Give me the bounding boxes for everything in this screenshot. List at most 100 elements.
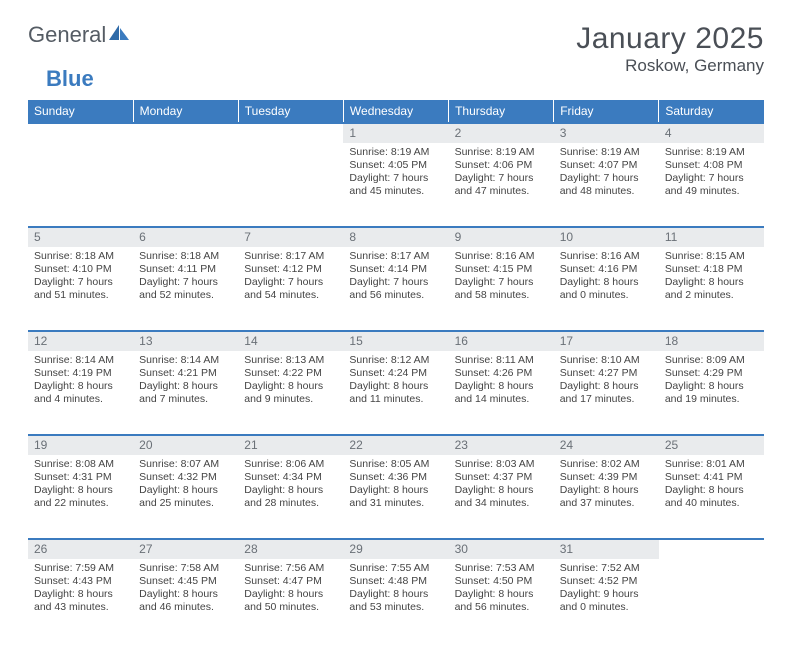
day-body-cell: Sunrise: 8:02 AMSunset: 4:39 PMDaylight:… [554, 455, 659, 539]
daylight-line: Daylight: 7 hours and 52 minutes. [139, 276, 232, 302]
day-body-cell: Sunrise: 8:17 AMSunset: 4:12 PMDaylight:… [238, 247, 343, 331]
sunset-line: Sunset: 4:26 PM [455, 367, 548, 380]
day-number-cell: 15 [343, 331, 448, 351]
day-details: Sunrise: 8:02 AMSunset: 4:39 PMDaylight:… [554, 455, 659, 517]
sunrise-line: Sunrise: 8:16 AM [560, 250, 653, 263]
sunrise-line: Sunrise: 8:19 AM [349, 146, 442, 159]
day-number: 8 [349, 230, 356, 244]
daylight-line: Daylight: 7 hours and 54 minutes. [244, 276, 337, 302]
day-body-cell: Sunrise: 8:01 AMSunset: 4:41 PMDaylight:… [659, 455, 764, 539]
day-number: 3 [560, 126, 567, 140]
day-body-cell: Sunrise: 8:09 AMSunset: 4:29 PMDaylight:… [659, 351, 764, 435]
week-row: Sunrise: 7:59 AMSunset: 4:43 PMDaylight:… [28, 559, 764, 643]
day-body-cell [238, 143, 343, 227]
day-number-cell: 13 [133, 331, 238, 351]
day-number-cell: 11 [659, 227, 764, 247]
sunrise-line: Sunrise: 8:07 AM [139, 458, 232, 471]
day-number: 12 [34, 334, 47, 348]
logo-word1: General [28, 22, 106, 48]
day-number-cell: 22 [343, 435, 448, 455]
sunrise-line: Sunrise: 8:03 AM [455, 458, 548, 471]
weekday-header: Saturday [659, 100, 764, 123]
day-number-cell [238, 123, 343, 143]
day-details: Sunrise: 8:19 AMSunset: 4:08 PMDaylight:… [659, 143, 764, 205]
sunset-line: Sunset: 4:31 PM [34, 471, 127, 484]
sunrise-line: Sunrise: 8:09 AM [665, 354, 758, 367]
daylight-line: Daylight: 8 hours and 25 minutes. [139, 484, 232, 510]
calendar-table: SundayMondayTuesdayWednesdayThursdayFrid… [28, 100, 764, 643]
day-number-cell: 4 [659, 123, 764, 143]
day-number-cell: 27 [133, 539, 238, 559]
day-number: 9 [455, 230, 462, 244]
sunrise-line: Sunrise: 7:52 AM [560, 562, 653, 575]
day-body-cell: Sunrise: 8:10 AMSunset: 4:27 PMDaylight:… [554, 351, 659, 435]
day-number: 2 [455, 126, 462, 140]
weekday-header: Sunday [28, 100, 133, 123]
sunset-line: Sunset: 4:05 PM [349, 159, 442, 172]
day-number-cell [659, 539, 764, 559]
sunrise-line: Sunrise: 8:19 AM [560, 146, 653, 159]
day-number-cell: 16 [449, 331, 554, 351]
day-number: 14 [244, 334, 257, 348]
day-number: 26 [34, 542, 47, 556]
sunrise-line: Sunrise: 8:17 AM [244, 250, 337, 263]
day-number-cell: 1 [343, 123, 448, 143]
day-body-cell: Sunrise: 8:17 AMSunset: 4:14 PMDaylight:… [343, 247, 448, 331]
day-details: Sunrise: 8:14 AMSunset: 4:21 PMDaylight:… [133, 351, 238, 413]
location: Roskow, Germany [576, 56, 764, 76]
day-body-cell: Sunrise: 8:07 AMSunset: 4:32 PMDaylight:… [133, 455, 238, 539]
day-body-cell [28, 143, 133, 227]
sunset-line: Sunset: 4:34 PM [244, 471, 337, 484]
day-body-cell: Sunrise: 8:16 AMSunset: 4:15 PMDaylight:… [449, 247, 554, 331]
day-details: Sunrise: 8:05 AMSunset: 4:36 PMDaylight:… [343, 455, 448, 517]
week-row: Sunrise: 8:14 AMSunset: 4:19 PMDaylight:… [28, 351, 764, 435]
weekday-header-row: SundayMondayTuesdayWednesdayThursdayFrid… [28, 100, 764, 123]
day-body-cell: Sunrise: 8:11 AMSunset: 4:26 PMDaylight:… [449, 351, 554, 435]
sunset-line: Sunset: 4:24 PM [349, 367, 442, 380]
day-number: 31 [560, 542, 573, 556]
day-number: 17 [560, 334, 573, 348]
sunrise-line: Sunrise: 8:13 AM [244, 354, 337, 367]
day-details: Sunrise: 8:07 AMSunset: 4:32 PMDaylight:… [133, 455, 238, 517]
sunrise-line: Sunrise: 8:02 AM [560, 458, 653, 471]
day-details: Sunrise: 7:55 AMSunset: 4:48 PMDaylight:… [343, 559, 448, 621]
sunset-line: Sunset: 4:22 PM [244, 367, 337, 380]
daylight-line: Daylight: 7 hours and 49 minutes. [665, 172, 758, 198]
day-body-cell: Sunrise: 7:58 AMSunset: 4:45 PMDaylight:… [133, 559, 238, 643]
daylight-line: Daylight: 8 hours and 53 minutes. [349, 588, 442, 614]
sunset-line: Sunset: 4:27 PM [560, 367, 653, 380]
day-body-cell [133, 143, 238, 227]
day-number-cell [133, 123, 238, 143]
sunset-line: Sunset: 4:50 PM [455, 575, 548, 588]
sunset-line: Sunset: 4:19 PM [34, 367, 127, 380]
sunrise-line: Sunrise: 7:59 AM [34, 562, 127, 575]
day-body-cell: Sunrise: 8:18 AMSunset: 4:11 PMDaylight:… [133, 247, 238, 331]
day-number-cell: 14 [238, 331, 343, 351]
day-details: Sunrise: 8:16 AMSunset: 4:15 PMDaylight:… [449, 247, 554, 309]
day-number-cell: 17 [554, 331, 659, 351]
day-details: Sunrise: 8:19 AMSunset: 4:05 PMDaylight:… [343, 143, 448, 205]
logo-word2: Blue [46, 66, 94, 91]
day-body-cell: Sunrise: 7:53 AMSunset: 4:50 PMDaylight:… [449, 559, 554, 643]
day-number: 7 [244, 230, 251, 244]
day-body-cell: Sunrise: 8:19 AMSunset: 4:08 PMDaylight:… [659, 143, 764, 227]
sunset-line: Sunset: 4:41 PM [665, 471, 758, 484]
day-number-cell: 12 [28, 331, 133, 351]
day-number: 4 [665, 126, 672, 140]
daylight-line: Daylight: 7 hours and 56 minutes. [349, 276, 442, 302]
day-number-cell: 9 [449, 227, 554, 247]
day-number: 16 [455, 334, 468, 348]
day-number: 6 [139, 230, 146, 244]
sunset-line: Sunset: 4:12 PM [244, 263, 337, 276]
sunrise-line: Sunrise: 8:16 AM [455, 250, 548, 263]
day-number-cell: 30 [449, 539, 554, 559]
sunrise-line: Sunrise: 7:56 AM [244, 562, 337, 575]
day-number: 1 [349, 126, 356, 140]
sunrise-line: Sunrise: 8:17 AM [349, 250, 442, 263]
day-body-cell: Sunrise: 8:18 AMSunset: 4:10 PMDaylight:… [28, 247, 133, 331]
day-number-cell: 6 [133, 227, 238, 247]
day-number-cell [28, 123, 133, 143]
daylight-line: Daylight: 8 hours and 40 minutes. [665, 484, 758, 510]
day-number-cell: 25 [659, 435, 764, 455]
sunrise-line: Sunrise: 8:10 AM [560, 354, 653, 367]
